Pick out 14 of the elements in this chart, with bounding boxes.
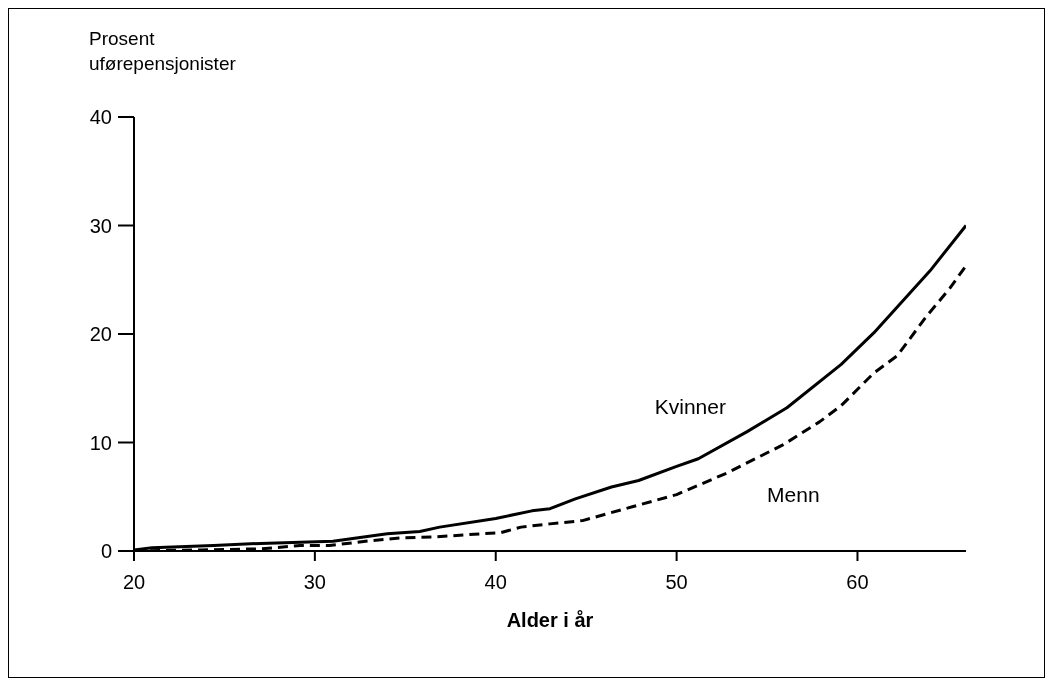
x-axis-title: Alder i år — [506, 609, 594, 631]
x-tick-label: 60 — [846, 571, 869, 594]
series-label: Menn — [767, 483, 820, 507]
x-tick-label: 20 — [122, 571, 146, 594]
y-tick-label: 30 — [89, 214, 112, 237]
x-tick-label: 30 — [303, 571, 326, 594]
series-label: Kvinner — [654, 395, 726, 419]
y-tick-label: 40 — [89, 106, 112, 129]
x-tick-label: 50 — [665, 571, 688, 594]
x-tick-label: 40 — [484, 571, 507, 594]
y-tick-label: 20 — [89, 323, 112, 346]
y-tick-label: 0 — [100, 540, 112, 563]
y-axis-title: Prosent uførepensjonister — [89, 27, 236, 76]
y-tick-label: 10 — [89, 431, 112, 454]
